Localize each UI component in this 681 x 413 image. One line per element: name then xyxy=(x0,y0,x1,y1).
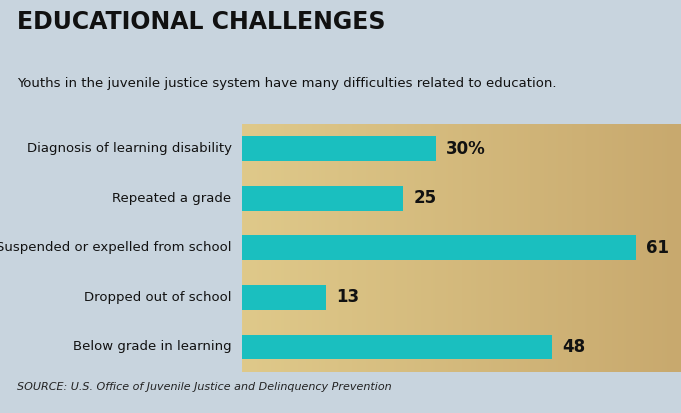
FancyBboxPatch shape xyxy=(242,285,326,310)
Text: Diagnosis of learning disability: Diagnosis of learning disability xyxy=(27,142,232,155)
Text: 25: 25 xyxy=(413,189,437,207)
Text: 48: 48 xyxy=(562,338,585,356)
Text: EDUCATIONAL CHALLENGES: EDUCATIONAL CHALLENGES xyxy=(17,10,385,34)
Text: Repeated a grade: Repeated a grade xyxy=(112,192,232,205)
Text: Suspended or expelled from school: Suspended or expelled from school xyxy=(0,241,232,254)
Text: Below grade in learning: Below grade in learning xyxy=(73,340,232,354)
FancyBboxPatch shape xyxy=(242,235,636,260)
FancyBboxPatch shape xyxy=(242,335,552,359)
FancyBboxPatch shape xyxy=(242,186,403,211)
Text: SOURCE: U.S. Office of Juvenile Justice and Delinquency Prevention: SOURCE: U.S. Office of Juvenile Justice … xyxy=(17,382,392,392)
Text: 61: 61 xyxy=(646,239,669,257)
Text: Dropped out of school: Dropped out of school xyxy=(84,291,232,304)
Text: 30%: 30% xyxy=(446,140,486,158)
Text: Youths in the juvenile justice system have many difficulties related to educatio: Youths in the juvenile justice system ha… xyxy=(17,77,556,90)
Text: 13: 13 xyxy=(336,288,359,306)
FancyBboxPatch shape xyxy=(242,136,436,161)
